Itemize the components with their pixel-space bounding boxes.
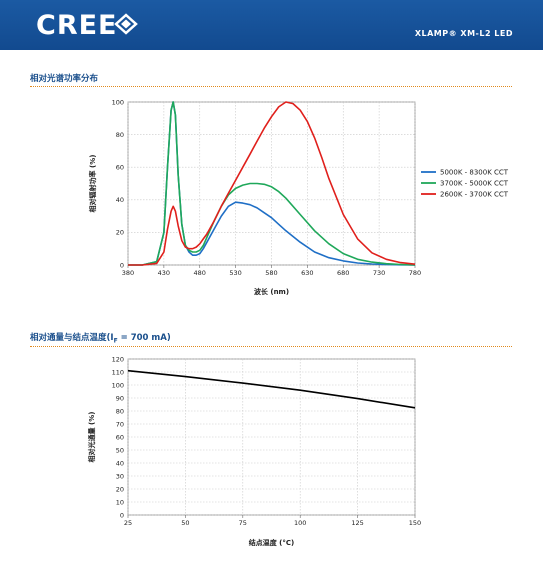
y-tick-label: 40 [116,459,124,467]
x-tick-label: 530 [229,269,241,277]
series-line-3 [128,101,416,266]
y-tick-label: 20 [116,485,124,493]
y-tick-label: 100 [112,381,124,389]
y-tick-label: 0 [120,511,124,519]
y-tick-label: 110 [112,368,124,376]
x-axis-label: 结点温度 (°C) [248,538,294,547]
y-tick-label: 120 [112,355,124,363]
x-tick-label: 25 [124,519,132,527]
page-header: CREE XLAMP® XM-L2 LED [0,0,543,50]
y-tick-label: 30 [116,472,124,480]
y-tick-label: 10 [116,498,124,506]
x-tick-label: 50 [181,519,189,527]
y-tick-label: 40 [116,196,124,204]
flux-section-title: 相对通量与结点温度(IF = 700 mA) [30,331,171,345]
y-tick-label: 60 [116,164,124,172]
flux-title-subscript: F [113,337,118,345]
legend-entry: 3700K - 5000K CCT [440,180,509,188]
x-tick-label: 680 [337,269,349,277]
legend-entry: 2600K - 3700K CCT [440,191,509,199]
section-divider [30,86,512,87]
y-axis-label: 相对光通量 (%) [87,412,96,463]
y-tick-label: 80 [116,131,124,139]
x-tick-label: 430 [158,269,170,277]
x-tick-label: 100 [294,519,306,527]
y-tick-label: 20 [116,229,124,237]
series-line-1 [127,369,416,409]
section-divider [30,346,512,347]
x-tick-label: 150 [409,519,421,527]
x-tick-label: 730 [373,269,385,277]
y-tick-label: 80 [116,407,124,415]
y-tick-label: 70 [116,420,124,428]
x-tick-label: 380 [122,269,134,277]
y-axis-label: 相对辐射功率 (%) [88,155,97,213]
x-tick-label: 75 [239,519,247,527]
flux-title-end: = 700 mA) [117,333,171,343]
x-tick-label: 780 [409,269,421,277]
x-tick-label: 125 [351,519,363,527]
x-tick-label: 580 [265,269,277,277]
x-tick-label: 630 [301,269,313,277]
x-axis-label: 波长 (nm) [254,287,289,296]
spectrum-section-title: 相对光谱功率分布 [30,74,99,84]
product-name: XLAMP® XM-L2 LED [414,29,513,38]
x-tick-label: 480 [194,269,206,277]
y-tick-label: 50 [116,446,124,454]
plot-area [127,358,416,516]
legend-entry: 5000K - 8300K CCT [440,169,509,177]
y-tick-label: 100 [112,98,124,106]
cree-logo-mark-icon [114,13,138,35]
y-tick-label: 0 [120,261,124,269]
y-tick-label: 60 [116,433,124,441]
flux-title-main: 相对通量与结点温度(I [30,333,114,343]
y-tick-label: 90 [116,394,124,402]
brand-logo: CREE [36,10,118,41]
